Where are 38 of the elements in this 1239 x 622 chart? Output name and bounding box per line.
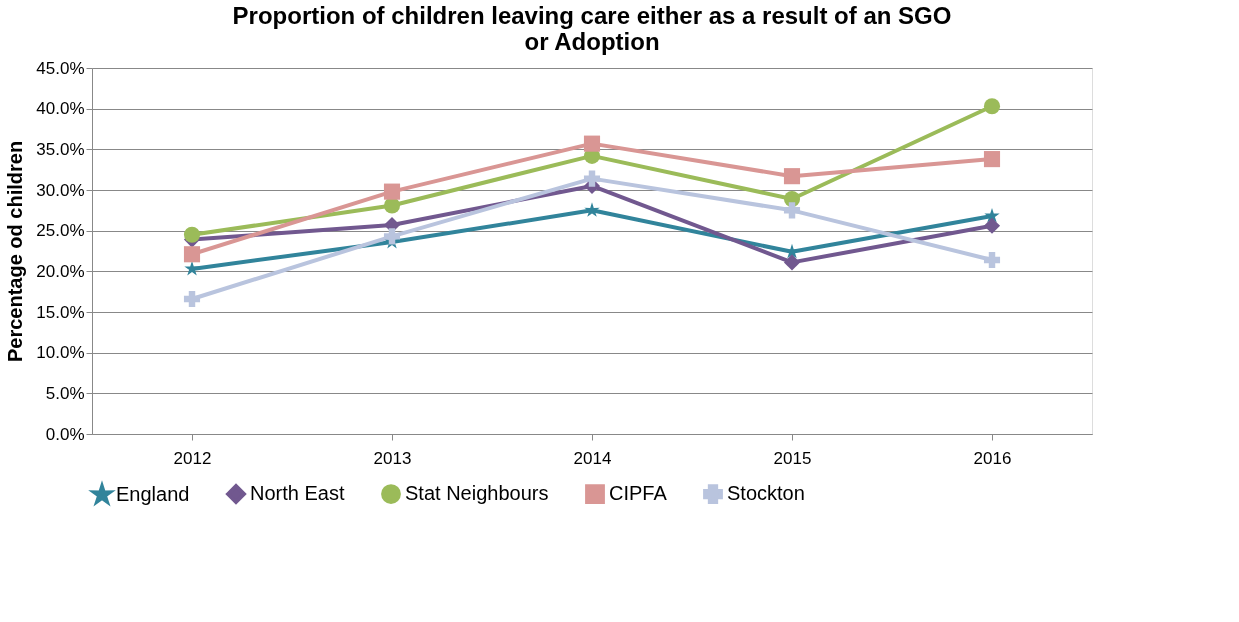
y-tick-label: 15.0% [36,302,85,322]
x-tick-label: 2013 [373,448,412,468]
point [983,98,1001,115]
point [383,183,401,200]
legend-label: Stockton [727,482,805,505]
point [983,251,1001,269]
y-tick-label: 30.0% [36,180,85,200]
point [383,228,401,245]
y-tick-label: 20.0% [36,261,85,281]
point [583,135,601,152]
point [584,202,600,217]
point [983,217,1001,234]
y-tick-label: 25.0% [36,221,85,241]
point [783,168,801,185]
x-tick-label: 2015 [773,448,812,468]
point [183,290,201,308]
x-tick-label: 2012 [173,448,212,468]
point [583,170,601,187]
point [983,151,1001,168]
x-tick-label: 2016 [973,448,1012,468]
legend-label: CIPFA [609,482,668,505]
point [183,226,201,243]
legend-label: England [116,482,190,505]
y-tick-label: 10.0% [36,343,85,363]
legend-label: Stat Neighbours [405,482,549,505]
x-tick-label: 2014 [573,448,612,468]
legend-label: North East [250,482,345,505]
y-tick-label: 40.0% [36,99,85,119]
y-tick-label: 35.0% [36,139,85,159]
chart-title: Proportion of children leaving care either as a result of an SGO or Adoption [232,2,952,55]
y-tick-label: 0.0% [45,424,85,444]
y-axis-title: Percentage od children [4,140,27,363]
point [783,202,801,219]
point [783,254,801,271]
point [184,260,200,276]
point [183,246,201,263]
y-tick-label: 5.0% [45,383,85,403]
y-tick-label: 45.0% [36,58,85,78]
